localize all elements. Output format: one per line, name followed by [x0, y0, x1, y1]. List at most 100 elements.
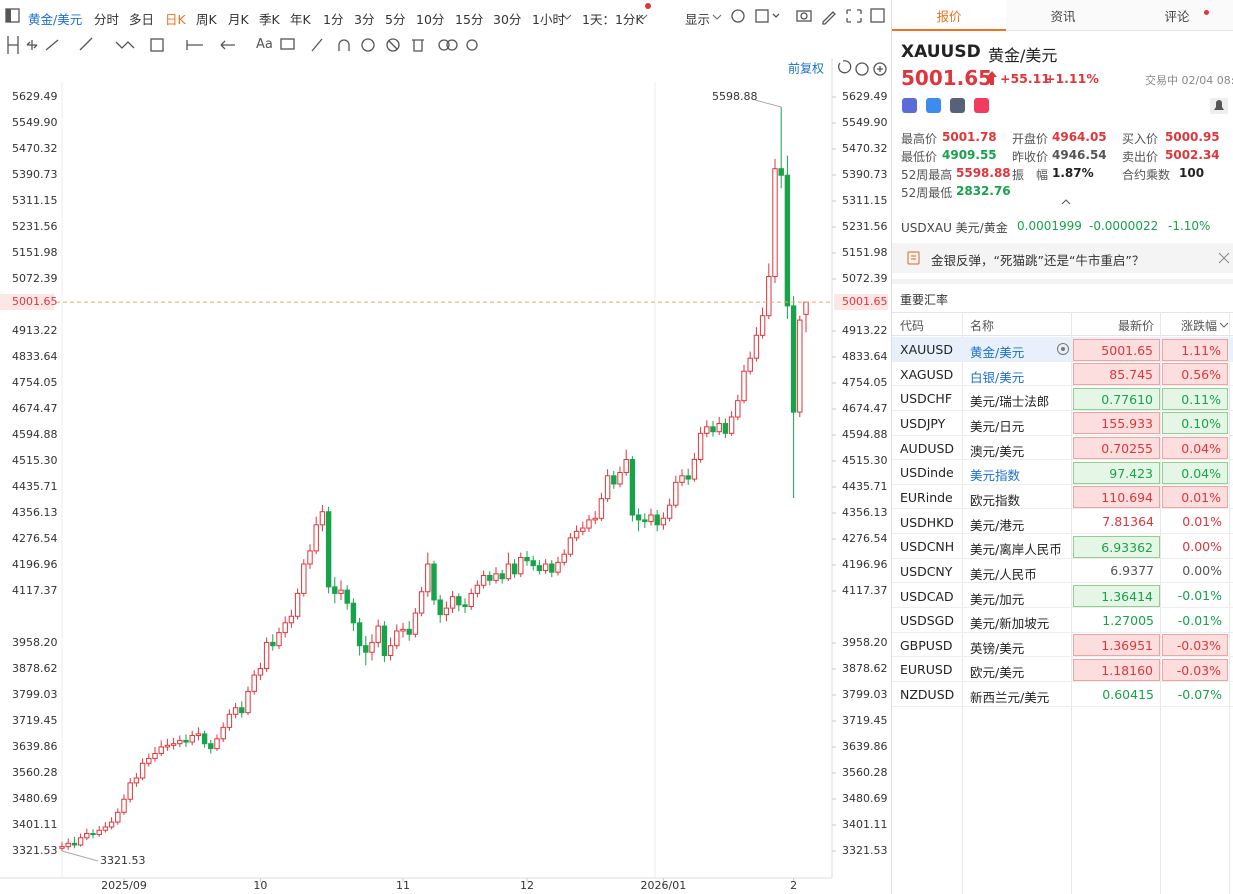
y-tick-label: 5549.90	[842, 116, 888, 129]
chart-controls[interactable]	[838, 60, 887, 76]
quote-row[interactable]	[892, 510, 1233, 535]
candle-body	[468, 592, 474, 607]
period-tab[interactable]: 季K	[259, 12, 280, 27]
period-tab[interactable]: 15分	[455, 12, 484, 27]
y-tick-label: 4435.71	[12, 480, 58, 493]
y-tick-label: 5072.39	[12, 272, 58, 285]
name: 美元/港元	[970, 517, 1025, 533]
period-tab[interactable]: 周K	[196, 12, 217, 27]
quote-row[interactable]	[892, 657, 1233, 683]
quote-row[interactable]	[892, 411, 1233, 436]
code: USDCAD	[900, 588, 954, 604]
column-header[interactable]: 名称	[970, 319, 995, 333]
name: 英镑/美元	[970, 640, 1025, 656]
quote-row[interactable]	[892, 362, 1233, 387]
column-header[interactable]: 涨跌幅	[1180, 319, 1217, 333]
symbol-name: 黄金/美元	[988, 46, 1058, 65]
y-tick-label: 3878.62	[12, 662, 58, 675]
panel-tab[interactable]: 评论	[1120, 0, 1233, 31]
price-cell: 6.93362	[1073, 535, 1160, 558]
candle-body	[232, 707, 239, 715]
period-tab[interactable]: 5分	[385, 12, 406, 27]
candle-body	[301, 563, 307, 594]
y-tick-label: 3480.69	[842, 792, 888, 805]
candle-body	[735, 400, 741, 418]
period-tab[interactable]: 3分	[354, 12, 375, 27]
y-tick-label: 3958.20	[842, 636, 888, 649]
change-cell: 0.10%	[1162, 412, 1228, 435]
change-cell: -0.07%	[1177, 686, 1222, 702]
candle-body	[685, 475, 691, 480]
period-tab[interactable]: 显示	[685, 12, 711, 27]
y-tick-label: 5311.15	[842, 194, 888, 207]
period-tab[interactable]: 年K	[290, 12, 311, 27]
candle-body	[325, 511, 332, 588]
period-tab[interactable]: 日K	[165, 12, 186, 27]
news-bar[interactable]: 金银反弹，“死猫跳”还是“牛市重启”？	[892, 243, 1233, 273]
price-label-bg	[834, 294, 888, 311]
period-tab[interactable]: 1分	[323, 12, 344, 27]
candle-body	[784, 174, 791, 307]
collapse[interactable]	[1060, 198, 1072, 206]
selected-icon[interactable]	[1056, 342, 1070, 356]
quote-row[interactable]	[892, 460, 1233, 485]
candle-body	[77, 837, 84, 846]
panel-tab[interactable]: 报价	[892, 0, 1006, 31]
quote-row[interactable]	[892, 559, 1233, 584]
change-cell: 0.56%	[1162, 363, 1228, 386]
up-arrow	[987, 71, 997, 85]
quote-row[interactable]	[892, 485, 1233, 510]
quote-row[interactable]	[892, 436, 1233, 461]
candle-body	[642, 519, 648, 523]
column-header[interactable]: 代码	[900, 319, 925, 333]
dropdown-caret[interactable]	[562, 13, 572, 21]
candle-body	[493, 573, 499, 581]
adjust-button[interactable]: 前复权	[788, 61, 824, 76]
change-pct: +1.11%	[1045, 71, 1099, 86]
dropdown-caret[interactable]	[638, 13, 648, 21]
draw-icons[interactable]	[0, 32, 891, 58]
quote-row[interactable]	[892, 386, 1233, 411]
period-tab[interactable]: 10分	[416, 12, 445, 27]
candle-body	[239, 707, 245, 714]
column-header[interactable]: 最新价	[1117, 319, 1154, 333]
action-icons[interactable]	[892, 96, 1233, 116]
dropdown-caret[interactable]	[712, 13, 722, 21]
stat-label: 最高价	[901, 132, 938, 146]
stat-label: 买入价	[1122, 132, 1159, 146]
news-title[interactable]: 金银反弹，“死猫跳”还是“牛市重启”？	[931, 253, 1145, 268]
y-tick-label: 4276.54	[12, 532, 58, 545]
period-tab[interactable]: 黄金/美元	[28, 12, 83, 27]
quote-row[interactable]	[892, 534, 1233, 559]
candle-body	[108, 821, 115, 828]
candle-body	[139, 762, 146, 779]
panel-tab[interactable]: 资讯	[1006, 0, 1120, 31]
y-tick-label: 3639.86	[842, 740, 888, 753]
period-tab[interactable]: 1天：1分K	[582, 12, 644, 27]
text-tool[interactable]: Aa	[256, 37, 273, 52]
candle-body	[530, 560, 536, 567]
quote-row[interactable]	[892, 608, 1233, 633]
quote-row[interactable]	[892, 682, 1233, 707]
table-header	[892, 312, 1233, 336]
candle-body	[561, 553, 567, 563]
period-tab[interactable]: 多日	[129, 12, 155, 27]
sort-caret[interactable]	[1219, 321, 1229, 329]
annotation-line	[61, 850, 99, 862]
period-tab[interactable]: 30分	[493, 12, 522, 27]
candle-body	[127, 782, 133, 800]
period-tab[interactable]: 1小时	[532, 12, 565, 27]
candle-body	[431, 563, 437, 601]
period-tab[interactable]: 分时	[94, 12, 120, 27]
candle-body	[170, 743, 177, 746]
y-tick-label: 3799.03	[12, 688, 58, 701]
quote-row[interactable]	[892, 633, 1233, 658]
price-cell: 0.60415	[1102, 686, 1154, 702]
quote-row[interactable]	[892, 584, 1233, 609]
separator	[892, 279, 1233, 284]
candle-body	[177, 739, 183, 745]
candle-body	[586, 519, 592, 529]
period-tab[interactable]: 月K	[228, 12, 249, 27]
candle-body	[462, 604, 468, 607]
change-cell: 0.01%	[1162, 486, 1228, 509]
